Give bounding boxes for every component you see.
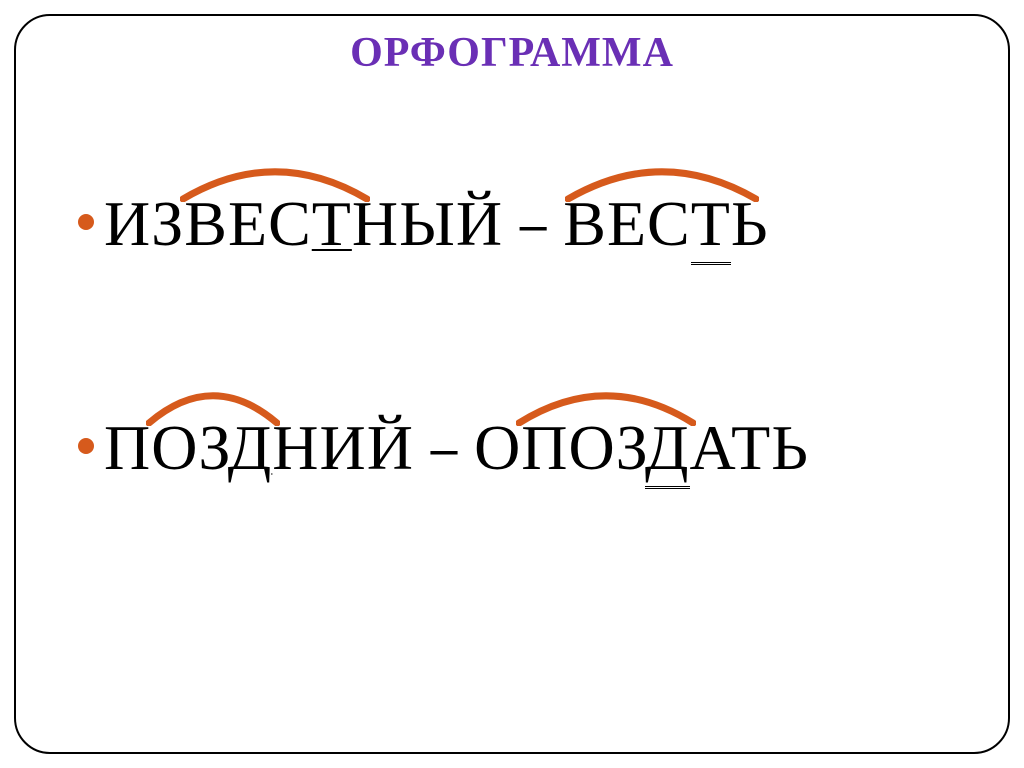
line-1-words: ИЗВЕСТНЫЙ – ВЕСТЬ: [104, 187, 769, 261]
dash: –: [503, 187, 563, 261]
line-2: ПОЗДНИЙ – ОПОЗДАТЬ: [78, 411, 1008, 485]
card: ОРФОГРАММА ИЗВЕСТНЫЙ – ВЕСТЬ ПОЗДН: [14, 14, 1010, 754]
word-text: ПОЗДНИЙ: [104, 411, 414, 485]
bullet-icon: [78, 438, 94, 454]
word-1-1: ИЗВЕСТНЫЙ: [104, 192, 503, 256]
title: ОРФОГРАММА: [16, 28, 1008, 77]
content: ИЗВЕСТНЫЙ – ВЕСТЬ ПОЗДНИЙ – ОПОЗДАТЬ: [16, 187, 1008, 485]
word-text: ВЕСТЬ: [563, 187, 768, 265]
underlined-letter: Т: [312, 187, 352, 261]
word-2-2: ОПОЗДАТЬ: [474, 416, 809, 480]
word-text: ИЗВЕСТНЫЙ: [104, 187, 503, 261]
dash: –: [414, 411, 474, 485]
word-1-2: ВЕСТЬ: [563, 192, 768, 256]
word-text: ОПОЗДАТЬ: [474, 411, 809, 489]
word-2-1: ПОЗДНИЙ: [104, 416, 414, 480]
line-1: ИЗВЕСТНЫЙ – ВЕСТЬ: [78, 187, 1008, 261]
underlined-letter: Т: [691, 187, 731, 265]
line-2-words: ПОЗДНИЙ – ОПОЗДАТЬ: [104, 411, 809, 485]
underlined-letter: Д: [645, 411, 690, 489]
bullet-icon: [78, 214, 94, 230]
underlined-letter: Д: [228, 411, 273, 485]
